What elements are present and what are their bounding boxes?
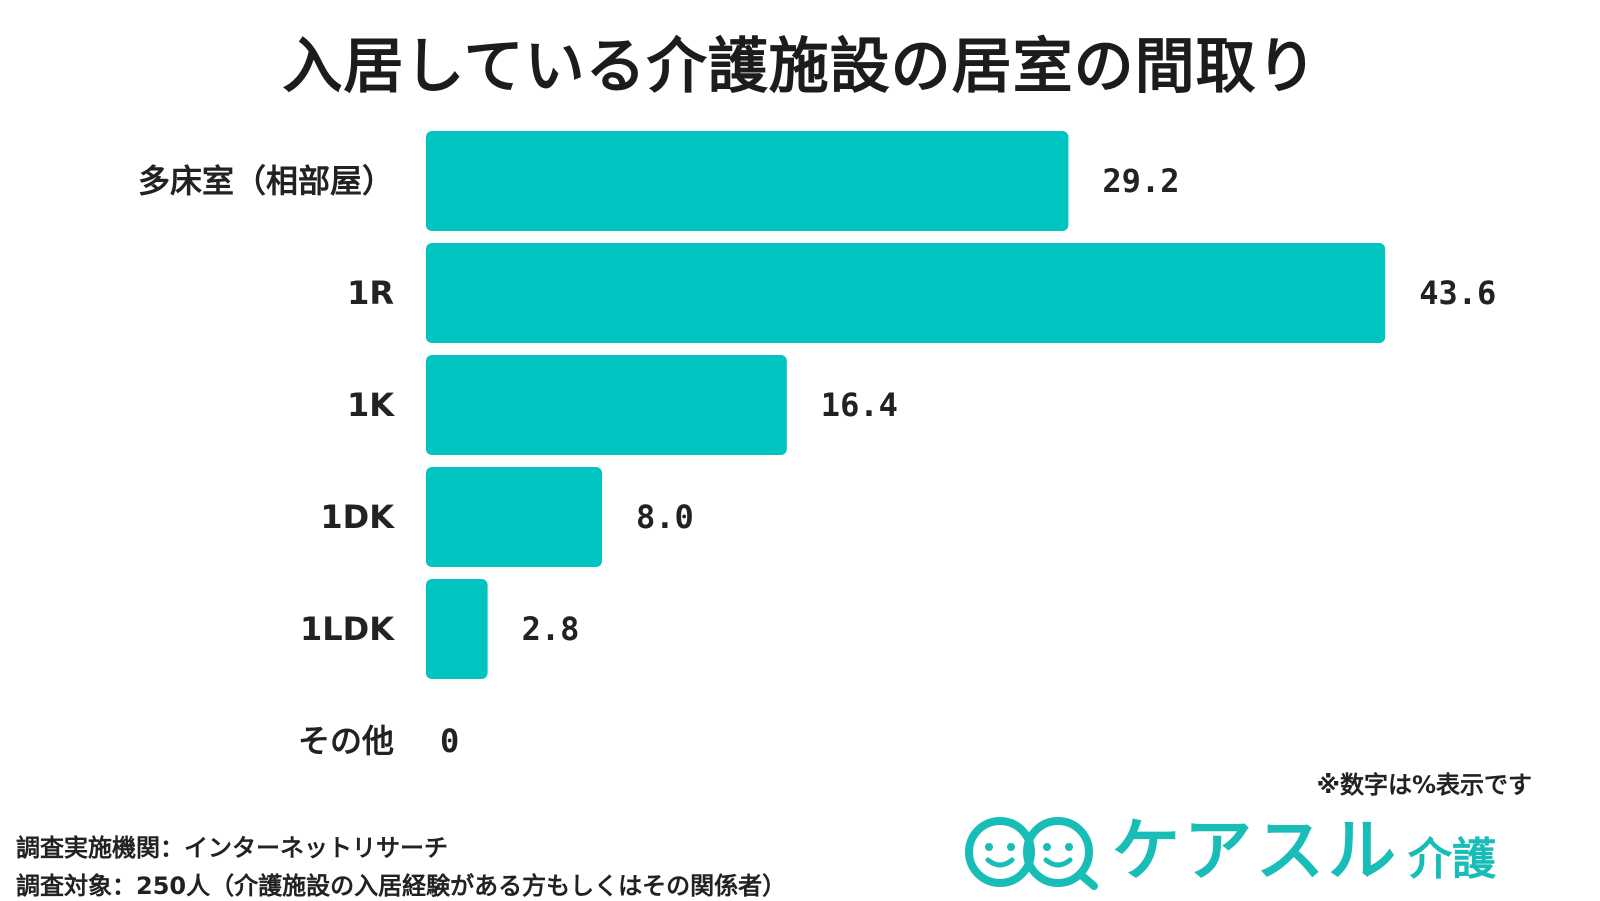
bar [426, 579, 488, 679]
value-label: 29.2 [1102, 162, 1179, 200]
chart-title: 入居している介護施設の居室の間取り [282, 32, 1318, 102]
survey-organization: 調査実施機関：インターネットリサーチ [16, 834, 448, 862]
survey-target: 調査対象：250人（介護施設の入居経験がある方もしくはその関係者） [16, 872, 787, 900]
value-label: 2.8 [522, 610, 580, 648]
unit-note: ※数字は%表示です [1316, 771, 1532, 799]
value-label: 8.0 [636, 498, 694, 536]
category-label: 1LDK [300, 610, 395, 648]
value-label: 43.6 [1419, 274, 1496, 312]
bar [426, 467, 602, 567]
brand-logo: ケアスル 介護 [962, 812, 1496, 892]
smiley-faces-logo-icon [965, 817, 1098, 890]
bar [426, 243, 1386, 343]
bar [426, 131, 1069, 231]
category-label: 1K [347, 386, 395, 424]
bar [426, 355, 787, 455]
bar-chart: 多床室（相部屋） 29.2 1R 43.6 1K 16.4 1DK 8.0 1LDK 2.8 その他… [138, 131, 1496, 760]
category-label: 多床室（相部屋） [138, 162, 394, 200]
logo-name: ケアスル [1112, 812, 1401, 891]
category-label: その他 [298, 722, 394, 760]
category-label: 1R [347, 274, 394, 312]
bars-group: 多床室（相部屋） 29.2 1R 43.6 1K 16.4 1DK 8.0 1LDK 2.8 その他… [138, 131, 1496, 760]
category-label: 1DK [320, 498, 395, 536]
value-label: 16.4 [821, 386, 898, 424]
logo-subtitle: 介護 [1408, 834, 1497, 885]
value-label: 0 [440, 722, 459, 760]
